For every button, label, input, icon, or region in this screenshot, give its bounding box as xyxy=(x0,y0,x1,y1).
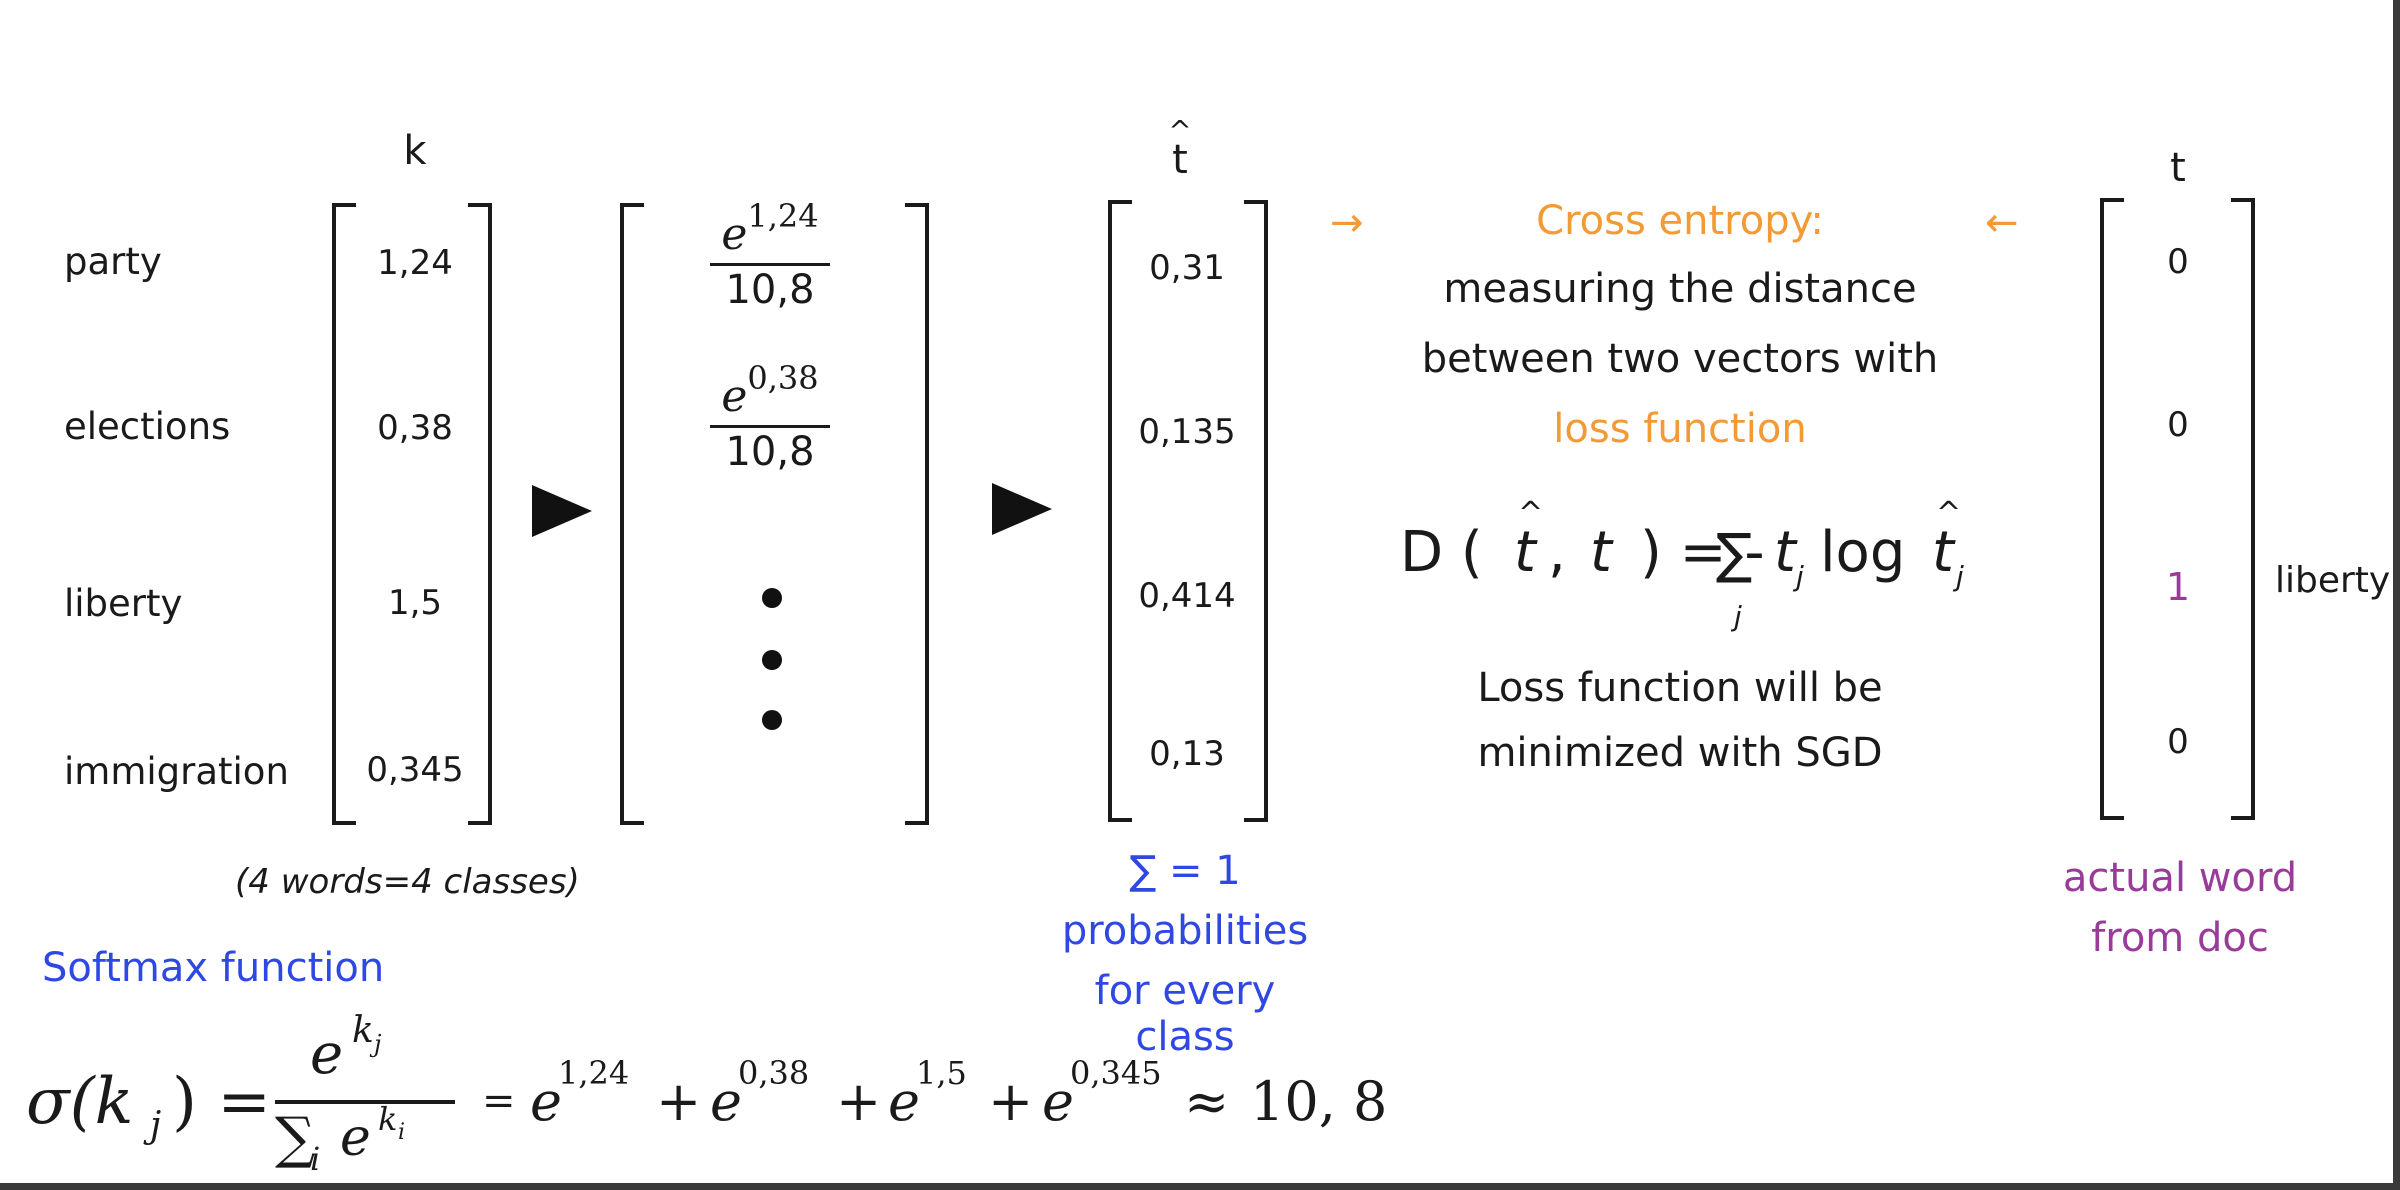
exp-left-bracket xyxy=(620,203,644,825)
t-hat-right-bracket xyxy=(1244,200,1268,822)
k-left-bracket xyxy=(332,203,356,825)
t-header: t xyxy=(2170,145,2186,191)
t-right-bracket xyxy=(2231,198,2255,820)
t-hat-value-elections: 0,135 xyxy=(1138,412,1236,452)
arrow-right-1 xyxy=(532,485,592,537)
softmax-title: Softmax function xyxy=(42,945,385,991)
t-value-elections: 0 xyxy=(2167,405,2189,445)
t-hat-value-liberty: 0,414 xyxy=(1138,576,1236,616)
k-header: k xyxy=(403,128,427,174)
cross-entropy-line3: loss function xyxy=(1553,406,1807,452)
t-hat-left-bracket xyxy=(1108,200,1132,822)
loss-note-line1: Loss function will be xyxy=(1477,665,1883,711)
t-hat-caption-line2: for every class xyxy=(1094,968,1276,1060)
cross-entropy-title: Cross entropy: xyxy=(1536,198,1824,244)
t-side-label: liberty xyxy=(2275,560,2391,601)
k-value-immigration: 0,345 xyxy=(366,750,464,790)
t-hat-header: ^ t xyxy=(1168,114,1192,183)
exp-fraction-party: e1,24 10,8 xyxy=(680,200,860,310)
t-caption-line1: actual word xyxy=(2062,855,2298,901)
k-value-party: 1,24 xyxy=(377,243,453,283)
cross-entropy-line1: measuring the distance xyxy=(1443,266,1917,312)
k-caption: (4 words=4 classes) xyxy=(235,862,580,902)
sum-equals-one: ∑ = 1 xyxy=(1129,848,1241,894)
row-label-liberty: liberty xyxy=(64,582,183,625)
exp-right-bracket xyxy=(905,203,929,825)
arrow-right-2 xyxy=(992,483,1052,535)
cross-entropy-line2: between two vectors with xyxy=(1421,336,1939,382)
t-caption-line2: from doc xyxy=(2091,915,2269,961)
t-value-party: 0 xyxy=(2167,242,2189,282)
row-label-elections: elections xyxy=(64,405,231,448)
frame-right-edge xyxy=(2393,0,2400,1190)
k-right-bracket xyxy=(468,203,492,825)
k-value-elections: 0,38 xyxy=(377,408,453,448)
t-hat-caption-line1: probabilities xyxy=(1061,908,1309,954)
row-label-party: party xyxy=(64,240,162,283)
row-label-immigration: immigration xyxy=(64,750,289,793)
cross-entropy-formula: D ( ^ t , t ) = - ∑ j t j log ^ t j xyxy=(1400,496,1964,633)
t-value-immigration: 0 xyxy=(2167,722,2189,762)
ellipsis-dot-3 xyxy=(762,710,782,730)
softmax-fraction-bar xyxy=(275,1100,455,1104)
orange-arrow-left: ← xyxy=(1985,200,2019,246)
t-value-liberty: 1 xyxy=(2165,565,2191,609)
ellipsis-dot-2 xyxy=(762,650,782,670)
t-left-bracket xyxy=(2100,198,2124,820)
orange-arrow-right: → xyxy=(1330,200,1364,246)
k-value-liberty: 1,5 xyxy=(387,583,443,623)
t-hat-value-immigration: 0,13 xyxy=(1149,734,1225,774)
exp-fraction-elections: e0,38 10,8 xyxy=(680,362,860,472)
loss-note-line2: minimized with SGD xyxy=(1477,730,1883,776)
frame-bottom-edge xyxy=(0,1183,2400,1190)
softmax-formula: σ(k j ) = e k j ∑ i e k i = e 1,24 + e 0… xyxy=(26,1010,1388,1178)
ellipsis-dot-1 xyxy=(762,588,782,608)
t-hat-value-party: 0,31 xyxy=(1149,248,1225,288)
